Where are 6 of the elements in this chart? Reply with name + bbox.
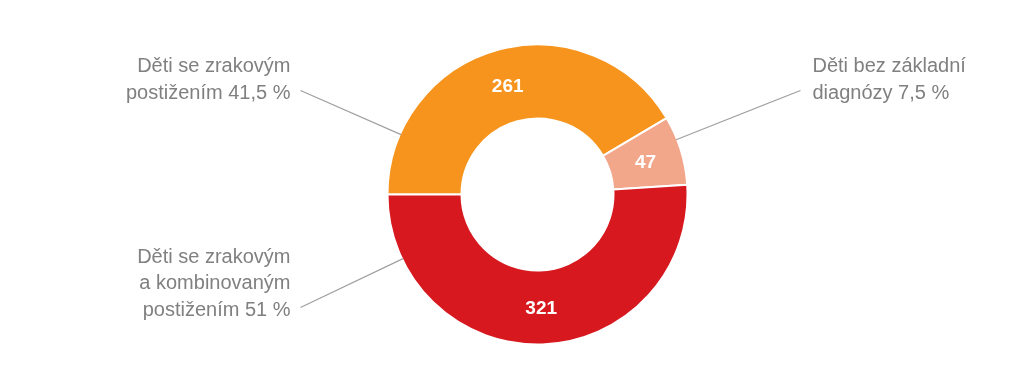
slice-label: Děti se zrakovým a kombinovaným postižením 51 % xyxy=(137,245,291,320)
slice-label: Děti se zrakovým postižením 41,5 % xyxy=(125,54,291,103)
data-label: 47 xyxy=(634,150,657,172)
slice-label: Děti bez základní diagnózy 7,5 % xyxy=(812,54,967,103)
data-label: 261 xyxy=(491,75,524,97)
data-label: 321 xyxy=(525,296,558,318)
